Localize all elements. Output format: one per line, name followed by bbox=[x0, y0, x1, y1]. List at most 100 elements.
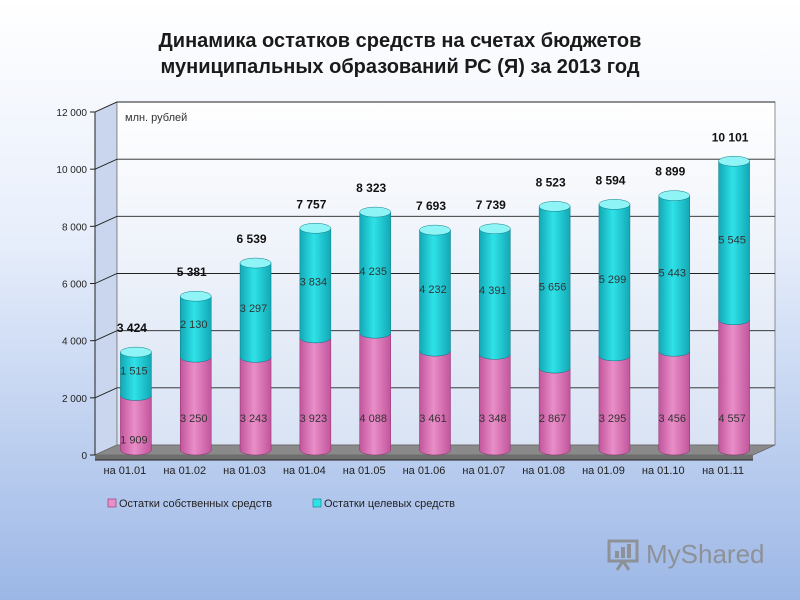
total-value-label: 5 381 bbox=[177, 265, 207, 279]
target-funds-value-label: 3 297 bbox=[240, 303, 268, 315]
bar-target-funds bbox=[419, 229, 451, 357]
own-funds-value-label: 3 250 bbox=[180, 413, 208, 425]
total-value-label: 7 757 bbox=[296, 197, 326, 211]
y-tick-label: 6 000 bbox=[62, 280, 87, 291]
gridline bbox=[94, 158, 775, 170]
legend-label-target-funds: Остатки целевых средств bbox=[324, 498, 455, 510]
bar-own-funds bbox=[479, 354, 511, 456]
total-value-label: 6 539 bbox=[237, 232, 267, 246]
target-funds-value-label: 2 130 bbox=[180, 319, 208, 331]
bar-target-funds bbox=[179, 295, 212, 363]
gridline bbox=[94, 101, 775, 113]
x-tick-label: на 01.06 bbox=[403, 465, 446, 477]
own-funds-value-label: 3 923 bbox=[300, 413, 328, 425]
total-value-label: 3 424 bbox=[117, 321, 147, 335]
total-value-label: 8 899 bbox=[655, 165, 685, 179]
watermark: MyShared bbox=[606, 537, 765, 571]
y-tick-label: 8 000 bbox=[62, 222, 87, 233]
target-funds-value-label: 4 232 bbox=[419, 284, 447, 296]
bar-stack-11 bbox=[718, 156, 750, 456]
own-funds-value-label: 4 088 bbox=[359, 413, 387, 425]
bar-target-funds bbox=[718, 161, 750, 325]
watermark-text: MyShared bbox=[646, 538, 765, 569]
bar-stack-1 bbox=[120, 346, 152, 456]
bar-target-funds bbox=[359, 211, 391, 339]
bar-top-cap bbox=[120, 346, 152, 358]
bar-top-cap bbox=[239, 257, 272, 269]
x-tick-label: на 01.10 bbox=[642, 465, 685, 477]
x-tick-label: на 01.11 bbox=[702, 465, 744, 477]
chart-title-line-1: Динамика остатков средств на счетах бюдж… bbox=[158, 30, 642, 52]
bar-own-funds bbox=[598, 355, 631, 456]
y-tick-label: 0 bbox=[81, 451, 87, 462]
total-value-label: 8 323 bbox=[356, 181, 386, 195]
bar-stack-7 bbox=[479, 223, 511, 456]
bar-own-funds bbox=[419, 351, 451, 456]
x-tick-label: на 01.02 bbox=[163, 465, 206, 477]
legend: Остатки собственных средств Остатки целев… bbox=[107, 498, 455, 510]
bar-own-funds bbox=[359, 333, 391, 456]
bar-own-funds bbox=[239, 357, 272, 456]
x-tick-label: на 01.05 bbox=[343, 465, 386, 477]
own-funds-value-label: 3 243 bbox=[240, 413, 268, 425]
bar-own-funds bbox=[718, 319, 750, 456]
bar-target-funds bbox=[239, 262, 272, 363]
bar-top-cap bbox=[299, 223, 332, 234]
legend-label-own-funds: Остатки собственных средств bbox=[119, 498, 272, 510]
own-funds-value-label: 3 295 bbox=[599, 413, 627, 425]
bar-stack-9 bbox=[598, 199, 631, 456]
x-tick-label: на 01.09 bbox=[582, 465, 625, 477]
target-funds-value-label: 4 391 bbox=[479, 285, 507, 297]
bar-stack-3 bbox=[239, 257, 272, 456]
bar-target-funds bbox=[120, 351, 152, 401]
x-tick-label: на 01.03 bbox=[223, 465, 266, 477]
own-funds-value-label: 3 456 bbox=[659, 413, 687, 425]
y-tick-label: 10 000 bbox=[56, 165, 87, 176]
bar-stack-10 bbox=[658, 190, 691, 456]
own-funds-value-label: 3 348 bbox=[479, 413, 507, 425]
own-funds-value-label: 3 461 bbox=[419, 413, 447, 425]
target-funds-value-label: 5 299 bbox=[599, 274, 627, 286]
y-tick-label: 12 000 bbox=[56, 108, 87, 119]
bar-top-cap bbox=[359, 206, 391, 218]
chart-title-line-2: муниципальных образований РС (Я) за 2013… bbox=[160, 56, 640, 78]
chart-title: Динамика остатков средств на счетах бюдж… bbox=[100, 28, 700, 80]
bar-top-cap bbox=[179, 290, 212, 302]
bar-stack-5 bbox=[359, 206, 391, 456]
target-funds-value-label: 3 834 bbox=[300, 276, 328, 288]
bar-own-funds bbox=[538, 367, 571, 456]
bar-top-cap bbox=[658, 190, 691, 201]
target-funds-value-label: 4 235 bbox=[359, 266, 387, 278]
bar-top-cap bbox=[419, 224, 451, 236]
own-funds-value-label: 4 557 bbox=[718, 413, 746, 425]
bar-own-funds bbox=[299, 337, 332, 456]
target-funds-value-label: 5 443 bbox=[659, 268, 687, 280]
bar-top-cap bbox=[479, 223, 511, 235]
bar-top-cap bbox=[598, 199, 631, 210]
legend-swatch-own-funds bbox=[107, 498, 117, 508]
total-value-label: 8 594 bbox=[595, 173, 625, 187]
x-tick-label: на 01.04 bbox=[283, 465, 326, 477]
presentation-board-icon bbox=[607, 539, 639, 571]
bar-stack-2 bbox=[179, 290, 212, 456]
bar-own-funds bbox=[658, 351, 691, 456]
legend-swatch-target-funds bbox=[312, 498, 322, 508]
bar-target-funds bbox=[538, 206, 571, 374]
target-funds-value-label: 5 545 bbox=[718, 235, 746, 247]
bar-target-funds bbox=[299, 228, 332, 344]
bar-top-cap bbox=[538, 201, 571, 212]
bar-target-funds bbox=[479, 228, 511, 360]
bar-target-funds bbox=[598, 204, 631, 362]
x-tick-label: на 01.08 bbox=[522, 465, 565, 477]
unit-label: млн. рублей bbox=[125, 112, 187, 124]
y-tick-label: 4 000 bbox=[62, 337, 87, 348]
bar-stack-8 bbox=[538, 201, 571, 456]
total-value-label: 7 739 bbox=[476, 198, 506, 212]
x-tick-label: на 01.01 bbox=[104, 465, 147, 477]
total-value-label: 7 693 bbox=[416, 199, 446, 213]
bar-own-funds bbox=[179, 357, 212, 456]
target-funds-value-label: 1 515 bbox=[120, 366, 148, 378]
x-tick-label: на 01.07 bbox=[462, 465, 505, 477]
y-tick-label: 2 000 bbox=[62, 394, 87, 405]
